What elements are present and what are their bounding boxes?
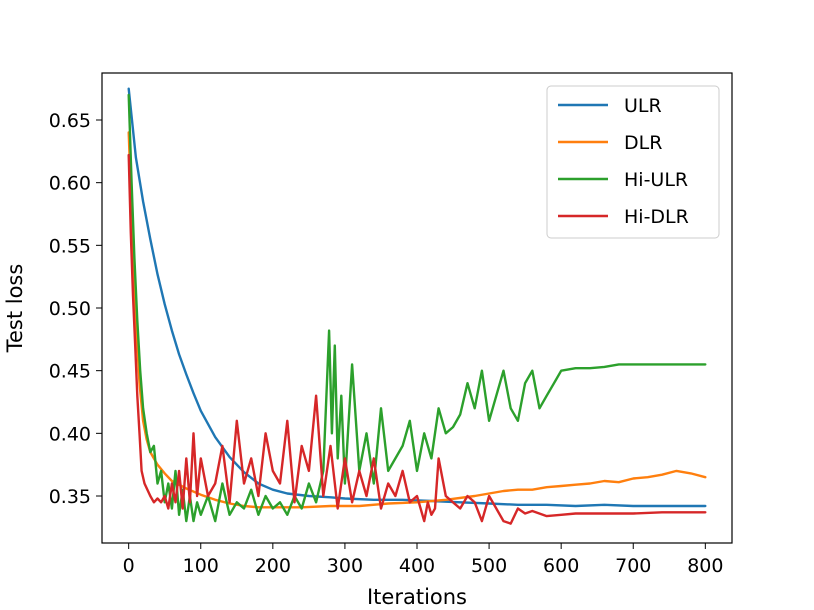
x-axis-label: Iterations (367, 585, 467, 609)
legend-label-ulr: ULR (624, 95, 662, 117)
y-tick-label: 0.55 (49, 235, 91, 257)
y-tick-label: 0.60 (49, 173, 91, 195)
legend-box (546, 85, 720, 239)
x-tick-label: 0 (123, 555, 135, 577)
y-axis-label: Test loss (3, 264, 27, 354)
x-tick-label: 200 (255, 555, 291, 577)
legend-label-hi-ulr: Hi-ULR (624, 169, 688, 191)
y-tick-label: 0.50 (49, 298, 91, 320)
series-layer (127, 87, 707, 525)
series-line-ulr (127, 87, 707, 508)
legend-label-dlr: DLR (624, 132, 662, 154)
x-axis: 0 100 200 300 400 500 600 700 800 (123, 543, 723, 577)
y-tick-label: 0.35 (49, 486, 91, 508)
x-tick-label: 100 (183, 555, 219, 577)
x-tick-label: 400 (399, 555, 435, 577)
legend: ULR DLR Hi-ULR Hi-DLR (546, 85, 720, 239)
x-tick-label: 700 (615, 555, 651, 577)
series-line-hi-dlr (127, 153, 707, 525)
x-tick-label: 600 (543, 555, 579, 577)
x-tick-label: 500 (471, 555, 507, 577)
y-axis: 0.35 0.40 0.45 0.50 0.55 0.60 0.65 (49, 110, 102, 508)
y-tick-label: 0.45 (49, 361, 91, 383)
y-tick-label: 0.65 (49, 110, 91, 132)
x-tick-label: 300 (327, 555, 363, 577)
x-tick-label: 800 (687, 555, 723, 577)
y-tick-label: 0.40 (49, 423, 91, 445)
legend-label-hi-dlr: Hi-DLR (624, 206, 689, 228)
